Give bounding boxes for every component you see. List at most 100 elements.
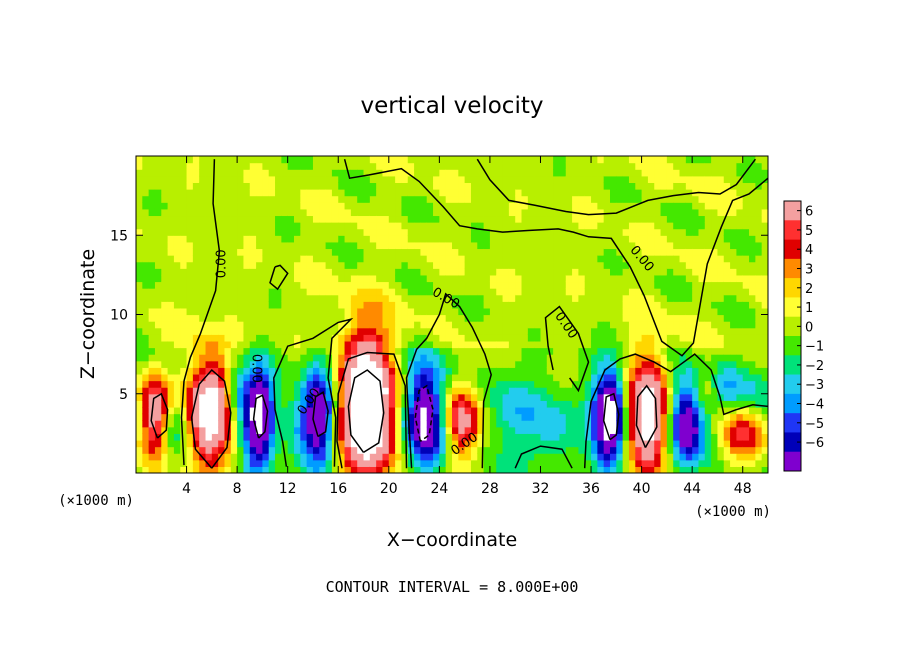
heatmap-cell: [711, 406, 719, 415]
heatmap-cell: [597, 162, 605, 170]
heatmap-cell: [742, 433, 750, 441]
heatmap-cell: [622, 208, 630, 217]
colorbar-tick-label: 6: [805, 205, 813, 220]
heatmap-cell: [496, 420, 504, 428]
heatmap-cell: [730, 426, 737, 434]
heatmap-cell: [654, 261, 662, 269]
heatmap-cell: [382, 208, 390, 217]
heatmap-cell: [527, 228, 535, 236]
heatmap-cell: [300, 459, 308, 467]
heatmap-cell: [243, 182, 251, 190]
heatmap-cell: [218, 288, 226, 296]
heatmap-cell: [502, 340, 510, 349]
heatmap-cell: [350, 274, 358, 283]
heatmap-cell: [319, 169, 327, 177]
heatmap-cell: [635, 195, 643, 203]
heatmap-cell: [420, 334, 428, 342]
heatmap-cell: [426, 373, 434, 382]
heatmap-cell: [464, 261, 472, 269]
heatmap-cell: [319, 360, 327, 368]
heatmap-cell: [546, 307, 554, 316]
heatmap-cell: [666, 261, 674, 269]
heatmap-cell: [218, 255, 226, 263]
heatmap-cell: [161, 281, 169, 289]
heatmap-cell: [584, 380, 592, 388]
heatmap-cell: [679, 189, 687, 197]
heatmap-cell: [730, 274, 737, 283]
heatmap-cell: [420, 281, 428, 289]
heatmap-cell: [477, 367, 485, 375]
heatmap-cell: [452, 255, 459, 263]
heatmap-cell: [167, 228, 175, 236]
heatmap-cell: [350, 268, 358, 276]
heatmap-cell: [578, 274, 586, 283]
heatmap-cell: [211, 274, 219, 283]
contour-line: [273, 317, 354, 467]
heatmap-cell: [610, 446, 617, 454]
heatmap-cell: [534, 274, 542, 283]
heatmap-cell: [508, 433, 516, 441]
heatmap-cell: [540, 466, 548, 473]
heatmap-cell: [407, 202, 415, 210]
heatmap-cell: [553, 354, 561, 362]
colorbar-tick-label: −3: [805, 378, 824, 393]
heatmap-cell: [477, 433, 485, 441]
heatmap-cell: [698, 195, 706, 203]
heatmap-cell: [325, 228, 333, 236]
heatmap-cell: [521, 367, 529, 375]
heatmap-cell: [186, 228, 194, 236]
heatmap-cell: [426, 248, 434, 256]
heatmap-cell: [692, 261, 700, 269]
heatmap-cell: [294, 334, 301, 342]
heatmap-cell: [489, 406, 497, 415]
heatmap-cell: [578, 321, 586, 329]
contour-line: [336, 351, 408, 469]
heatmap-cell: [230, 189, 238, 197]
heatmap-cell: [546, 235, 554, 243]
heatmap-cell: [565, 268, 573, 276]
heatmap-cell: [584, 466, 592, 473]
heatmap-cell: [679, 347, 687, 355]
heatmap-cell: [401, 162, 409, 170]
heatmap-cell: [237, 307, 245, 316]
heatmap-cell: [369, 321, 377, 329]
heatmap-cell: [616, 367, 624, 375]
heatmap-cell: [363, 294, 371, 302]
heatmap-cell: [641, 301, 649, 309]
heatmap-cell: [521, 433, 529, 441]
heatmap-cell: [711, 156, 719, 164]
heatmap-cell: [540, 413, 548, 421]
heatmap-cell: [420, 255, 428, 263]
heatmap-cell: [502, 261, 510, 269]
heatmap-cell: [161, 439, 169, 448]
heatmap-cell: [180, 281, 188, 289]
heatmap-cell: [464, 241, 472, 250]
heatmap-cell: [496, 413, 504, 421]
heatmap-cell: [704, 175, 712, 184]
heatmap-cell: [755, 294, 763, 302]
heatmap-cell: [344, 426, 352, 434]
heatmap-cell: [673, 156, 681, 164]
heatmap-cell: [597, 387, 605, 395]
heatmap-cell: [673, 321, 681, 329]
heatmap-cell: [527, 426, 535, 434]
heatmap-cell: [521, 393, 529, 401]
heatmap-cell: [401, 373, 409, 382]
heatmap-cell: [666, 420, 674, 428]
heatmap-cell: [622, 446, 630, 454]
heatmap-cell: [376, 453, 384, 461]
heatmap-cell: [401, 367, 409, 375]
heatmap-cell: [666, 354, 674, 362]
heatmap-cell: [319, 222, 327, 230]
heatmap-cell: [502, 387, 510, 395]
heatmap-cell: [711, 228, 719, 236]
heatmap-cell: [249, 274, 257, 283]
heatmap-cell: [230, 439, 238, 448]
heatmap-cell: [319, 235, 327, 243]
heatmap-cell: [641, 327, 649, 335]
heatmap-cell: [654, 241, 662, 250]
heatmap-cell: [755, 380, 763, 388]
heatmap-cell: [515, 281, 523, 289]
heatmap-cell: [559, 274, 567, 283]
heatmap-cell: [275, 321, 282, 329]
